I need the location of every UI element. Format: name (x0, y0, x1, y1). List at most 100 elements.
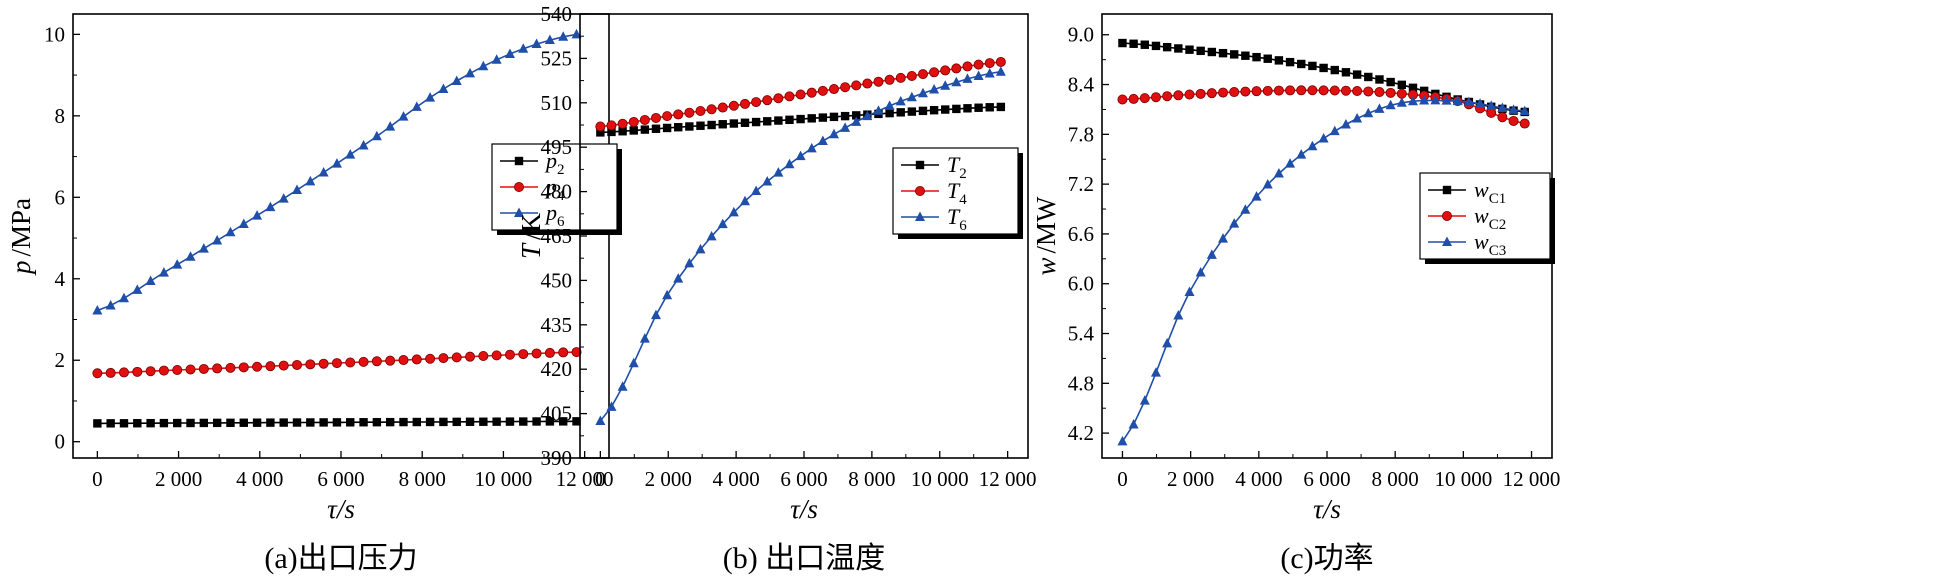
y-tick-label: 4.8 (1068, 371, 1094, 395)
data-point-p6 (318, 167, 329, 177)
data-point-T6 (840, 122, 851, 132)
data-point-p6 (465, 67, 476, 78)
data-point-T6 (639, 333, 650, 343)
data-point-wC3 (1441, 95, 1452, 105)
data-point-p6 (518, 43, 529, 53)
x-tick-label: 10 000 (1434, 467, 1492, 491)
data-point-p6 (504, 48, 515, 58)
y-tick-label: 480 (541, 180, 573, 204)
data-point-T2 (651, 124, 661, 133)
x-tick-label: 4 000 (1235, 467, 1282, 491)
data-point-wC3 (1285, 158, 1296, 168)
data-point-wC2 (1240, 86, 1251, 97)
data-point-p2 (425, 417, 435, 427)
data-point-wC1 (1308, 61, 1317, 71)
y-tick-label: 7.2 (1068, 172, 1094, 196)
data-point-T4 (806, 87, 817, 98)
data-point-p6 (438, 83, 449, 94)
data-point-wC3 (1229, 218, 1240, 228)
data-point-p6 (411, 101, 422, 111)
data-point-wC3 (1486, 100, 1497, 110)
legend-label-var: w (1474, 229, 1489, 254)
x-axis-title-c: τ/s (1313, 494, 1341, 524)
data-point-wC2 (1307, 85, 1318, 96)
x-tick-label: 0 (92, 467, 103, 491)
x-tick-label: 2 000 (155, 467, 202, 491)
data-point-T6 (940, 80, 951, 90)
data-point-T2 (596, 128, 605, 137)
data-point-wC3 (1173, 310, 1184, 320)
data-point-p2 (133, 419, 142, 428)
y-axis-title-c: w/MW (1031, 196, 1061, 276)
data-point-wC3 (1430, 94, 1441, 105)
legend-label-var: w (1474, 203, 1489, 228)
data-point-p2 (412, 417, 421, 427)
legend-label-var: T (947, 204, 961, 229)
data-point-T4 (617, 118, 628, 129)
data-point-T6 (617, 381, 628, 391)
data-point-wC3 (1497, 102, 1508, 112)
legend-item-p4: p4 (500, 174, 565, 204)
data-point-p2 (226, 418, 235, 428)
data-point-T2 (740, 118, 750, 127)
data-point-p6 (132, 284, 143, 294)
y-axis-var-a: p (6, 261, 36, 277)
data-point-T6 (917, 87, 928, 98)
y-tick-label: 7.8 (1068, 122, 1094, 146)
data-point-p2 (559, 417, 568, 426)
data-point-wC3 (1385, 99, 1396, 110)
data-point-T6 (873, 105, 884, 115)
data-point-T6 (973, 70, 984, 80)
data-point-wC1 (1252, 52, 1261, 62)
caption-b: (b) 出口温度 (723, 542, 885, 575)
data-point-p4 (212, 363, 223, 374)
data-point-wC2 (1139, 93, 1150, 104)
data-point-wC2 (1195, 88, 1206, 99)
data-point-p4 (145, 366, 156, 377)
data-point-T2 (640, 125, 650, 134)
data-point-T6 (962, 73, 973, 83)
x-tick-label: 8 000 (399, 467, 446, 491)
y-tick-label: 540 (541, 2, 573, 26)
y-tick-label: 510 (541, 91, 573, 115)
y-tick-label: 405 (541, 402, 573, 426)
x-tick-label: 6 000 (780, 467, 827, 491)
data-point-wC2 (1285, 85, 1296, 96)
data-point-T6 (862, 110, 873, 121)
data-point-wC1 (1207, 47, 1217, 57)
legend-label: T6 (947, 204, 967, 234)
legend-item-wC3: wC3 (1428, 229, 1506, 259)
legend-marker (915, 211, 925, 221)
data-point-p6 (331, 158, 342, 168)
data-point-wC3 (1273, 168, 1284, 178)
data-point-p2 (399, 417, 408, 427)
data-point-p4 (132, 366, 143, 377)
data-point-T4 (817, 85, 828, 96)
y-tick-label: 10 (44, 22, 65, 46)
data-point-T2 (952, 104, 961, 114)
x-tick-label: 4 000 (236, 467, 283, 491)
data-point-wC1 (1297, 59, 1306, 69)
data-point-p2 (505, 417, 515, 426)
data-point-T4 (684, 107, 695, 118)
data-point-T6 (706, 230, 717, 241)
data-point-T6 (728, 206, 739, 217)
data-point-wC2 (1329, 85, 1340, 96)
data-point-wC1 (1118, 38, 1127, 48)
y-tick-label: 465 (541, 224, 573, 248)
x-axis-title-c-text: τ/s (1313, 494, 1341, 524)
x-tick-label: 10 000 (911, 467, 969, 491)
data-point-p4 (225, 362, 236, 373)
data-point-wC2 (1150, 92, 1161, 103)
data-point-wC3 (1508, 104, 1519, 114)
data-point-p6 (371, 130, 382, 141)
data-point-T4 (717, 102, 728, 113)
data-point-T2 (629, 126, 638, 135)
data-point-T2 (985, 103, 994, 112)
legend-label-var: T (947, 152, 961, 177)
data-point-p2 (146, 418, 155, 428)
